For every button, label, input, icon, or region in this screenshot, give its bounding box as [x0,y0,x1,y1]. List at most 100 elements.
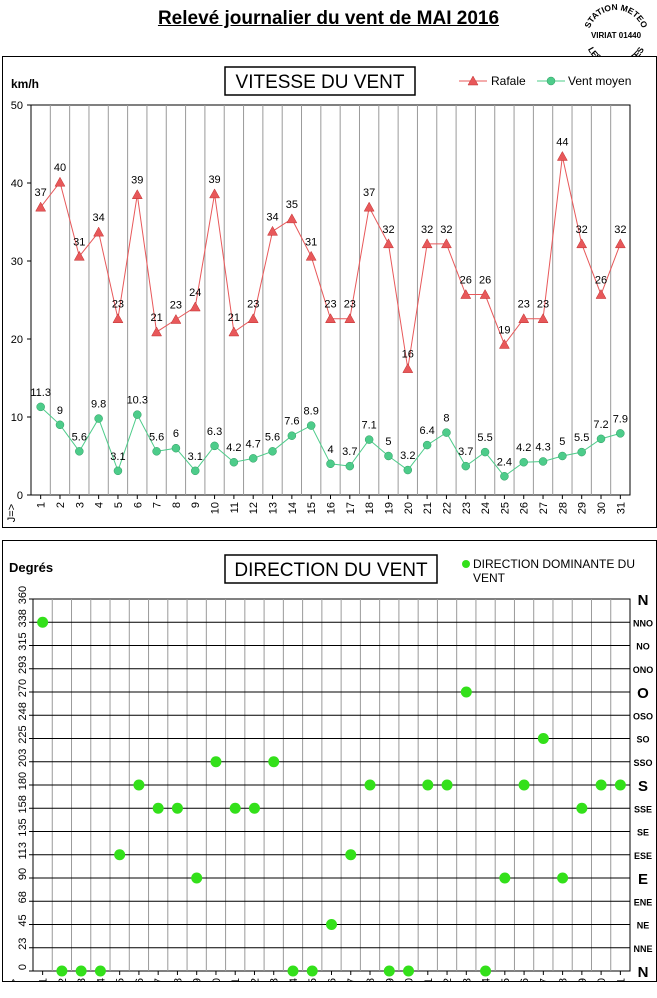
x-tick-label: 1 [36,502,48,508]
rafale-data-label: 23 [170,300,182,312]
y-tick-label: 40 [11,178,23,190]
rafale-point [267,225,278,236]
rafale-data-label: 39 [131,175,143,187]
vent-moyen-point [55,420,65,430]
x-tick-label: 4 [94,502,106,508]
vent-moyen-point [480,447,490,457]
x-tick-label: 6 [132,502,144,508]
vent-moyen-data-label: 3.2 [400,450,415,462]
direction-label: NO [636,642,650,652]
vent-moyen-point [268,447,277,456]
rafale-data-label: 40 [54,162,66,174]
vent-moyen-data-label: 5.5 [574,432,589,444]
x-tick-label: 17 [346,978,358,981]
x-tick-label: 29 [577,502,589,514]
rafale-point [441,238,452,249]
vent-moyen-data-label: 6.3 [207,426,222,438]
x-tick-label: 16 [326,502,338,514]
vent-moyen-point [152,447,161,456]
x-tick-label: 11 [230,978,242,981]
rafale-point [498,338,510,349]
rafale-point [112,313,124,323]
rafale-point [383,238,394,249]
direction-point [326,919,337,930]
rafale-data-label: 37 [363,187,375,199]
rafale-data-label: 23 [324,299,336,311]
chart-title: DIRECTION DU VENT [234,560,428,581]
vent-moyen-data-label: 6 [173,428,179,440]
vent-moyen-point [538,457,548,466]
rafale-point [209,188,220,199]
x-tick-label: 26 [519,978,531,981]
x-tick-label: 2 [55,502,67,508]
rafale-point [247,313,259,323]
wind-direction-panel: 0 23 45 68 90 113 135 158 180 203 225 248 270 293 315 3… [2,540,657,997]
vent-moyen-data-label: 8.9 [304,406,319,418]
vent-moyen-data-label: 2.4 [497,456,512,468]
vent-moyen-data-label: 8 [443,413,449,425]
rafale-point [556,150,568,161]
direction-label: OSO [633,711,653,721]
rafale-point [35,201,47,212]
vent-moyen-data-label: 4.3 [535,441,550,453]
y-tick-label: 0 [17,964,29,970]
vent-moyen-data-label: 6.4 [419,425,434,437]
direction-point [75,965,87,977]
x-tick-label: 25 [499,502,511,514]
rafale-data-label: 37 [35,187,47,199]
vent-moyen-point [558,451,567,461]
x-prefix-label: J=> [6,504,18,522]
vent-moyen-point [326,459,335,469]
rafale-data-label: 23 [112,299,124,311]
vent-moyen-data-label: 7.2 [593,419,608,431]
direction-label: SE [637,828,649,838]
direction-point [595,779,607,791]
rafale-data-label: 19 [498,324,510,336]
x-tick-label: 19 [384,978,396,981]
direction-point [248,802,260,814]
direction-point [460,686,472,698]
rafale-point [151,326,163,337]
chart-title-box [224,66,416,96]
rafale-point [595,289,607,299]
vent-moyen-point [442,428,451,437]
rafale-point [344,313,356,323]
direction-label: E [638,871,648,888]
vent-moyen-point [287,431,297,440]
x-tick-label: 14 [287,502,299,514]
vent-moyen-point [384,451,393,461]
vent-moyen-data-label: 5 [385,436,391,448]
y-tick-label: 360 [17,586,29,604]
vent-moyen-point [190,466,200,476]
direction-label: O [637,685,649,702]
direction-point [133,779,145,791]
direction-point [422,779,434,791]
direction-label: SSO [633,758,652,768]
legend-label-direction-line2: VENT [473,571,506,585]
rafale-point [421,238,433,249]
direction-point [383,965,395,977]
rafale-point [93,226,105,237]
vent-moyen-point [229,457,239,467]
x-tick-label: 15 [306,502,318,514]
x-tick-label: 31 [615,978,627,981]
legend-label-rafale: Rafale [491,74,526,88]
x-tick-label: 17 [345,502,357,514]
vent-moyen-point [306,421,316,430]
rafale-point [170,313,182,324]
direction-label: ESE [634,851,652,861]
direction-point [441,779,453,791]
rafale-point [189,301,201,312]
rafale-point [286,213,298,224]
y-tick-label: 10 [11,412,23,424]
vent-moyen-data-label: 11.3 [30,387,51,399]
vent-moyen-point [248,454,258,463]
rafale-data-label: 31 [73,236,85,248]
direction-label: S [638,778,648,795]
vent-moyen-point [616,429,625,438]
direction-point [229,802,241,814]
x-tick-label: 22 [442,978,454,981]
vent-moyen-point [422,440,432,450]
vent-moyen-data-label: 7.1 [361,420,376,432]
rafale-data-label: 31 [305,236,317,248]
